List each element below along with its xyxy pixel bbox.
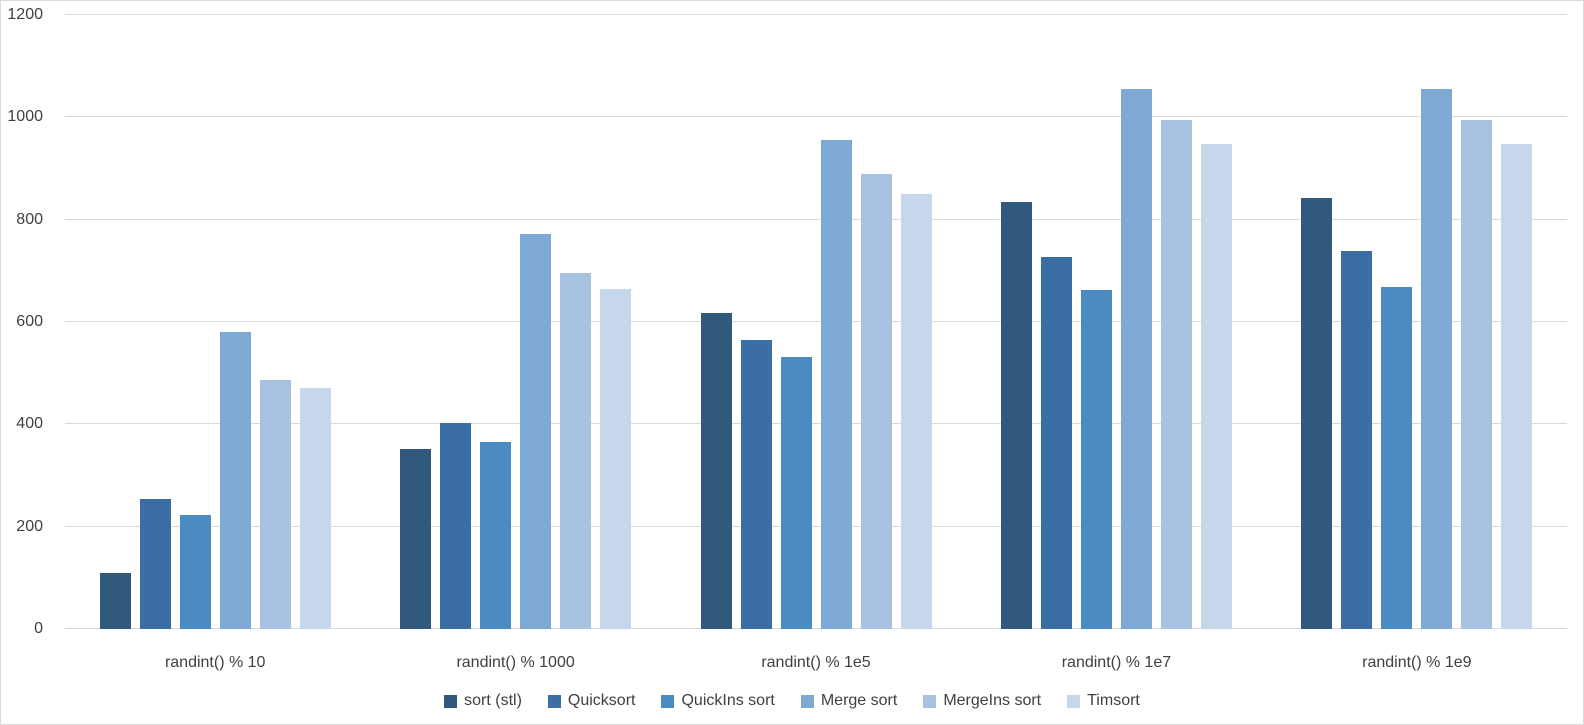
legend-label: Quicksort <box>567 692 636 709</box>
bar-groups <box>65 15 1567 629</box>
bar-group-randint-1e5 <box>666 15 966 629</box>
bar-group-randint-1e7 <box>966 15 1266 629</box>
bar-sort-stl <box>1000 201 1032 629</box>
bar-group-randint-1e9 <box>1267 15 1567 629</box>
bar-merge-sort <box>820 140 852 629</box>
gridline <box>65 321 1567 322</box>
plot-area <box>65 14 1567 629</box>
legend-item-mergeins-sort: MergeIns sort <box>923 692 1041 710</box>
y-tick-label: 1200 <box>7 6 43 23</box>
gridline <box>65 14 1567 15</box>
bar-sort-stl <box>99 572 131 629</box>
bar-timsort <box>1200 143 1232 629</box>
x-tick-label: randint() % 1000 <box>456 654 575 671</box>
legend: sort (stl) Quicksort QuickIns sort Merge so… <box>1 692 1583 710</box>
bar-quicksort <box>740 339 772 629</box>
x-tick-label: randint() % 1e9 <box>1362 654 1472 671</box>
legend-swatch-icon <box>923 694 937 708</box>
bar-timsort <box>600 288 632 629</box>
legend-label: sort (stl) <box>464 692 522 709</box>
bar-quickins-sort <box>1080 290 1112 629</box>
bar-timsort <box>1501 143 1533 629</box>
y-axis-labels: 0 200 400 600 800 1000 1200 <box>1 7 53 637</box>
legend-swatch-icon <box>1067 694 1081 708</box>
bar-mergeins-sort <box>560 273 592 629</box>
gridline <box>65 628 1567 629</box>
y-tick-label: 200 <box>16 517 43 535</box>
legend-label: MergeIns sort <box>943 692 1042 709</box>
bar-mergeins-sort <box>860 173 892 629</box>
legend-swatch-icon <box>661 694 675 708</box>
bar-sort-stl <box>400 448 432 629</box>
legend-label: QuickIns sort <box>681 692 775 709</box>
gridline <box>65 525 1567 527</box>
bar-timsort <box>900 194 932 629</box>
legend-item-quickins-sort: QuickIns sort <box>661 692 775 710</box>
legend-label: Timsort <box>1087 692 1140 709</box>
bar-merge-sort <box>1421 89 1453 629</box>
x-tick-label: randint() % 1e5 <box>761 654 871 671</box>
gridline <box>65 116 1567 118</box>
y-tick-label: 400 <box>16 415 43 433</box>
bar-merge-sort <box>1120 89 1152 629</box>
bar-quickins-sort <box>780 356 812 629</box>
y-tick-label: 0 <box>34 620 43 637</box>
y-tick-label: 800 <box>16 210 43 228</box>
bar-timsort <box>299 387 331 629</box>
x-tick-label: randint() % 10 <box>164 654 266 671</box>
bar-quickins-sort <box>179 515 211 629</box>
y-tick-label: 1000 <box>7 108 43 126</box>
bar-quickins-sort <box>480 441 512 629</box>
legend-item-timsort: Timsort <box>1067 692 1140 710</box>
legend-item-sort-stl: sort (stl) <box>444 692 522 710</box>
bar-quicksort <box>440 423 472 629</box>
bar-sort-stl <box>700 312 732 629</box>
bar-quicksort <box>139 498 171 629</box>
bar-merge-sort <box>520 234 552 629</box>
bar-quickins-sort <box>1381 287 1413 629</box>
bar-merge-sort <box>219 332 251 629</box>
bar-mergeins-sort <box>1461 119 1493 629</box>
bar-quicksort <box>1341 251 1373 629</box>
legend-item-quicksort: Quicksort <box>547 692 636 710</box>
legend-swatch-icon <box>800 694 814 708</box>
x-tick-label: randint() % 1e7 <box>1061 654 1172 671</box>
gridline <box>65 218 1567 220</box>
legend-swatch-icon <box>444 694 458 708</box>
x-axis-labels: randint() % 10 randint() % 1000 randint() … <box>65 654 1567 672</box>
legend-item-merge-sort: Merge sort <box>800 692 898 710</box>
bar-group-randint-10 <box>65 15 365 629</box>
y-tick-label: 600 <box>16 313 43 330</box>
bar-mergeins-sort <box>259 379 291 629</box>
bar-mergeins-sort <box>1160 119 1192 629</box>
gridlines <box>65 14 1567 629</box>
bar-sort-stl <box>1301 197 1333 629</box>
bar-group-randint-1000 <box>365 15 665 629</box>
legend-swatch-icon <box>547 694 561 708</box>
bar-quicksort <box>1040 257 1072 629</box>
legend-label: Merge sort <box>820 692 898 709</box>
gridline <box>65 423 1567 425</box>
